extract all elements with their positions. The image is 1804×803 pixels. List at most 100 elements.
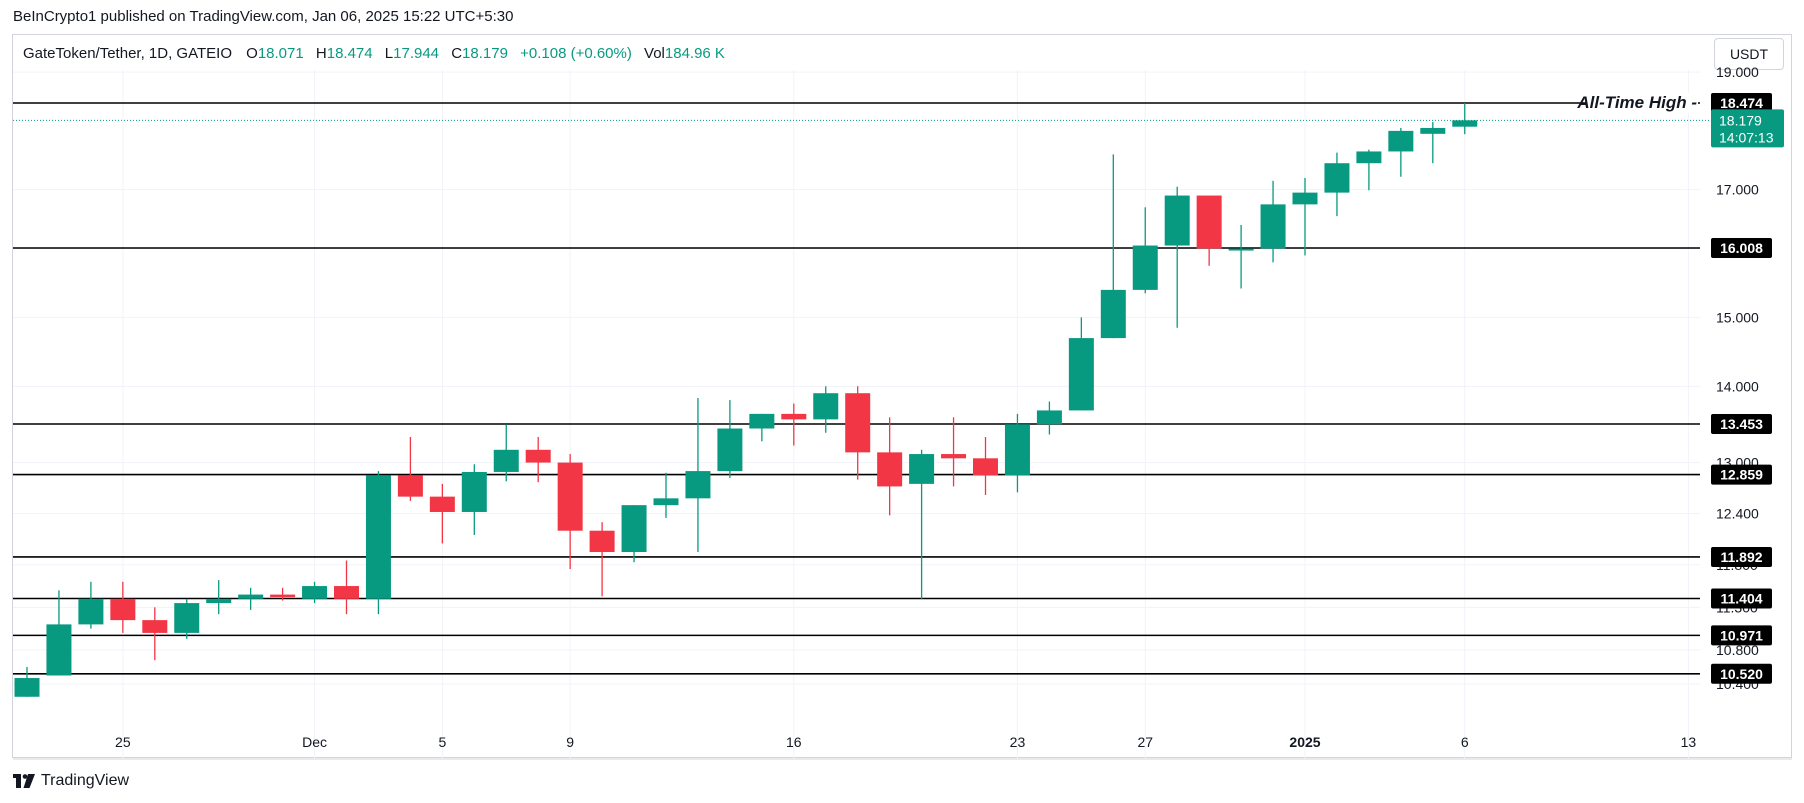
level-price-label: 11.404 [1720,590,1762,606]
candle-body [110,598,136,621]
candle-body [1388,130,1414,152]
level-annotation-bg [1586,93,1698,113]
candle-body [781,413,807,420]
level-price-label: 11.892 [1720,549,1762,565]
close-value: 18.179 [462,45,508,62]
candle-body [941,454,967,459]
attribution-text: BeInCrypto1 published on TradingView.com… [13,8,514,25]
chart-frame [12,34,1792,758]
candle-body [365,475,391,599]
candle-body [589,530,615,552]
open-value: 18.071 [257,45,304,62]
candle-body [749,413,775,429]
x-tick-label: 25 [115,734,131,750]
candle-body [1132,245,1158,290]
candle-body [334,586,359,599]
x-tick-label: 13 [1681,734,1697,750]
x-tick-label: 6 [1461,734,1469,750]
level-price-label: 12.859 [1720,467,1763,483]
candle-body [685,471,711,499]
symbol-name[interactable]: GateToken/Tether, 1D, GATEIO [23,45,232,62]
candle-body [1068,338,1094,411]
y-tick-label: 19.000 [1716,64,1759,80]
close-label: C [451,45,463,62]
candle-body [493,449,519,472]
candle-body [845,393,871,453]
level-price-label: 16.008 [1720,240,1763,256]
candle-body [142,620,168,633]
volume-value: 184.96 K [664,45,725,62]
candle-body [302,586,328,599]
candle-body [238,594,264,599]
level-price-tag [1711,663,1772,684]
y-tick-label: 17.000 [1716,182,1759,198]
candle-body [1356,151,1382,164]
x-tick-label: 16 [786,734,802,750]
level-price-tag [1711,93,1772,113]
candle-body [14,678,40,697]
candle-countdown: 14:07:13 [1719,129,1774,145]
low-label: L [384,45,394,62]
candle-body [174,603,200,633]
level-annotation: All-Time High - [1576,93,1697,112]
candle-body [46,624,72,676]
level-price-tag [1711,414,1772,434]
candle-body [621,505,647,552]
candle-body [270,594,296,598]
candle-body [78,598,104,625]
candle-body [1228,248,1254,251]
candle-body [1452,120,1478,127]
level-price-tag [1711,238,1772,258]
candle-body [909,454,935,484]
candle-body [1100,289,1126,339]
candle-body [717,428,743,472]
y-tick-label: 14.000 [1716,378,1759,394]
level-price-tag [1711,464,1772,485]
candle-body [1420,127,1446,134]
level-price-label: 18.474 [1720,95,1763,111]
level-price-tag [1711,625,1772,646]
candle-body [557,462,583,531]
candle-body [1036,410,1062,425]
open-label: O [246,45,258,62]
candle-body [1292,192,1318,205]
candle-body [1164,195,1190,246]
candle-body [525,449,551,463]
x-tick-label: 23 [1010,734,1026,750]
candle-body [429,496,455,512]
candle-body [973,458,998,476]
x-tick-label: 9 [566,734,574,750]
tradingview-logo-icon [13,774,35,788]
candle-body [1196,195,1222,249]
y-tick-label: 12.400 [1716,506,1759,522]
level-price-tag [1711,588,1772,609]
candle-body [397,475,423,497]
level-price-label: 10.971 [1720,627,1763,643]
current-price-label: 18.179 [1719,112,1762,128]
x-tick-label: 27 [1137,734,1153,750]
y-tick-label: 10.800 [1716,642,1759,658]
candle-body [461,471,487,512]
change-value: +0.108 (+0.60%) [520,45,632,62]
candle-body [1260,204,1286,249]
candle-body [877,452,903,487]
level-price-label: 10.520 [1720,666,1763,682]
y-tick-label: 15.000 [1716,309,1759,325]
tradingview-brand: TradingView [41,772,130,789]
symbol-legend: GateToken/Tether, 1D, GATEIO O18.071 H 18… [23,45,733,62]
candle-body [206,598,232,604]
x-tick-label: 2025 [1289,734,1320,750]
low-value: 17.944 [393,45,440,62]
candle-body [653,498,679,506]
level-price-label: 13.453 [1720,416,1763,432]
level-price-tag [1711,546,1772,567]
x-tick-label: 5 [438,734,446,750]
candle-body [1004,424,1030,476]
high-label: H [315,45,327,62]
x-tick-label: Dec [302,734,327,750]
current-price-tag [1711,109,1784,148]
volume-label: Vol [644,45,665,62]
tradingview-logo[interactable]: TradingView [13,772,129,790]
currency-selector[interactable]: USDT [1714,38,1784,70]
